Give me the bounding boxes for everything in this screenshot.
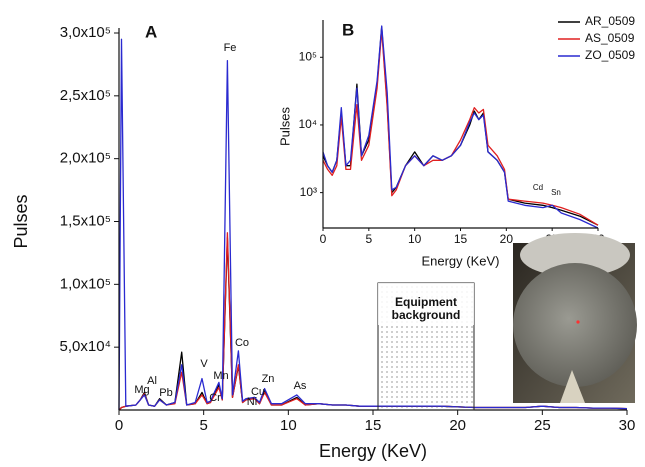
x-axis-label: Energy (KeV) — [421, 253, 499, 268]
x-tick-label: 15 — [454, 232, 468, 246]
x-tick-label: 20 — [500, 232, 514, 246]
x-tick-label: 5 — [199, 417, 207, 434]
legend-label: AS_0509 — [585, 31, 635, 45]
x-tick-label: 15 — [365, 417, 382, 434]
plot-layer: 5,0x10⁴ 1,0x10⁵ 1,5x10⁵ 2,0x10⁵ 2,5x10⁵ 3,0x1… — [11, 14, 636, 461]
inset-bg — [283, 15, 603, 268]
peak-label: Ni — [247, 396, 257, 408]
peak-label: Pb — [159, 387, 172, 399]
x-tick-label: 0 — [320, 232, 327, 246]
y-tick-label: 2,5x10⁵ — [60, 87, 111, 104]
series-line — [322, 25, 599, 229]
peak-label: As — [294, 380, 307, 392]
y-tick-label: 5,0x10⁴ — [60, 338, 111, 355]
peak-label: V — [200, 358, 208, 370]
x-tick-label: 5 — [365, 232, 372, 246]
series-line — [118, 38, 628, 411]
x-tick-label: 10 — [408, 232, 422, 246]
x-tick-label: 20 — [449, 417, 466, 434]
y-tick-label: 10⁵ — [299, 49, 317, 63]
x-tick-label: 25 — [534, 417, 551, 434]
y-axis-label: Pulses — [277, 106, 292, 146]
y-tick-label: 2,0x10⁵ — [60, 150, 111, 167]
peak-label: Cu — [251, 386, 265, 398]
x-tick-label: 30 — [619, 417, 636, 434]
x-tick-label: 0 — [115, 417, 123, 434]
peak-label: Cr — [209, 392, 221, 404]
y-tick-label: 1,5x10⁵ — [60, 212, 111, 229]
box-label: Equipment background — [391, 295, 461, 322]
panel-label: A — [145, 22, 157, 41]
legend-label: ZO_0509 — [585, 48, 635, 62]
x-axis-label: Energy (KeV) — [319, 441, 427, 461]
peak-label: Sn — [551, 188, 561, 197]
peak-label: Zn — [262, 373, 275, 385]
peak-label: Mn — [213, 370, 228, 382]
y-tick-label: 10⁴ — [298, 117, 317, 131]
legend-label: AR_0509 — [585, 14, 635, 28]
peak-label: Mg — [134, 384, 149, 396]
peak-label: Cd — [533, 183, 543, 192]
peak-label: Fe — [224, 42, 237, 54]
series-line — [322, 29, 599, 226]
box-label-bg — [378, 283, 474, 325]
panel-label: B — [342, 20, 354, 39]
photo — [513, 233, 637, 403]
peak-label: Al — [147, 375, 157, 387]
peak-label: Co — [235, 337, 249, 349]
y-tick-label: 1,0x10⁵ — [60, 275, 111, 292]
x-tick-label: 10 — [280, 417, 297, 434]
y-axis-label: Pulses — [11, 194, 31, 248]
y-tick-label: 3,0x10⁵ — [60, 24, 111, 41]
y-tick-label: 10³ — [300, 185, 317, 199]
